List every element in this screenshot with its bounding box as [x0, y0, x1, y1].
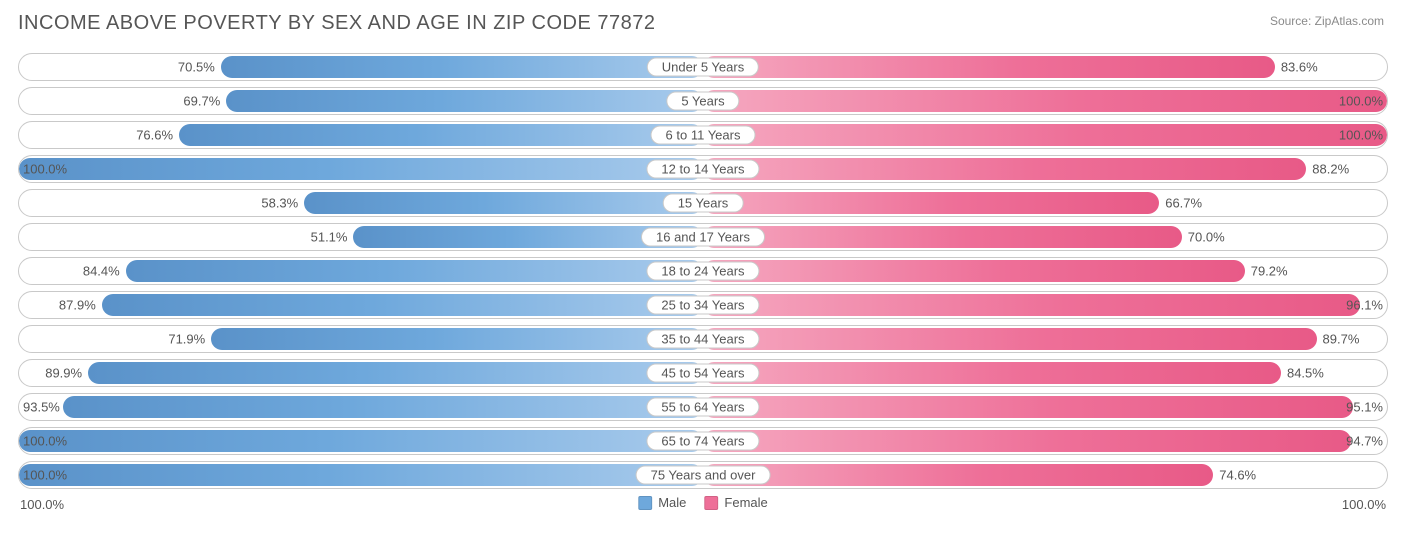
female-bar	[703, 124, 1387, 146]
chart-row: 93.5% 95.1% 55 to 64 Years	[18, 393, 1388, 421]
category-label: 55 to 64 Years	[646, 398, 759, 417]
male-bar	[102, 294, 703, 316]
female-value-label: 84.5%	[1287, 366, 1324, 381]
female-bar	[703, 56, 1275, 78]
axis-right-label: 100.0%	[1342, 497, 1386, 512]
female-value-label: 70.0%	[1188, 230, 1225, 245]
male-bar	[179, 124, 703, 146]
male-value-label: 84.4%	[83, 264, 120, 279]
category-label: 35 to 44 Years	[646, 330, 759, 349]
category-label: 16 and 17 Years	[641, 228, 765, 247]
axis-left-label: 100.0%	[20, 497, 64, 512]
chart-row: 58.3% 66.7% 15 Years	[18, 189, 1388, 217]
male-bar	[19, 158, 703, 180]
chart-row: 89.9% 84.5% 45 to 54 Years	[18, 359, 1388, 387]
female-bar	[703, 192, 1159, 214]
female-value-label: 83.6%	[1281, 60, 1318, 75]
female-bar	[703, 328, 1317, 350]
chart-row: 100.0% 94.7% 65 to 74 Years	[18, 427, 1388, 455]
chart-legend: Male Female	[638, 495, 768, 510]
category-label: 45 to 54 Years	[646, 364, 759, 383]
legend-label-male: Male	[658, 495, 686, 510]
female-bar	[703, 226, 1182, 248]
female-value-label: 66.7%	[1165, 196, 1202, 211]
male-bar	[226, 90, 703, 112]
male-value-label: 100.0%	[23, 434, 67, 449]
male-bar	[126, 260, 703, 282]
legend-swatch-female	[704, 496, 718, 510]
female-value-label: 89.7%	[1323, 332, 1360, 347]
female-bar	[703, 464, 1213, 486]
chart-row: 70.5% 83.6% Under 5 Years	[18, 53, 1388, 81]
female-bar	[703, 362, 1281, 384]
male-bar	[19, 430, 703, 452]
female-bar	[703, 430, 1351, 452]
chart-row: 76.6% 100.0% 6 to 11 Years	[18, 121, 1388, 149]
female-value-label: 79.2%	[1251, 264, 1288, 279]
male-value-label: 51.1%	[311, 230, 348, 245]
female-bar	[703, 158, 1306, 180]
male-value-label: 71.9%	[168, 332, 205, 347]
category-label: 18 to 24 Years	[646, 262, 759, 281]
male-value-label: 100.0%	[23, 468, 67, 483]
chart-row: 100.0% 88.2% 12 to 14 Years	[18, 155, 1388, 183]
legend-item-male: Male	[638, 495, 686, 510]
female-value-label: 95.1%	[1346, 400, 1383, 415]
legend-item-female: Female	[704, 495, 767, 510]
legend-label-female: Female	[724, 495, 767, 510]
male-bar	[19, 464, 703, 486]
male-bar	[211, 328, 703, 350]
chart-row: 69.7% 100.0% 5 Years	[18, 87, 1388, 115]
male-value-label: 69.7%	[183, 94, 220, 109]
female-bar	[703, 90, 1387, 112]
female-value-label: 100.0%	[1339, 94, 1383, 109]
female-value-label: 94.7%	[1346, 434, 1383, 449]
male-value-label: 87.9%	[59, 298, 96, 313]
female-value-label: 96.1%	[1346, 298, 1383, 313]
female-bar	[703, 260, 1245, 282]
chart-source: Source: ZipAtlas.com	[1270, 14, 1384, 28]
male-bar	[88, 362, 703, 384]
male-value-label: 89.9%	[45, 366, 82, 381]
category-label: 75 Years and over	[636, 466, 771, 485]
chart-axis: 100.0% Male Female 100.0%	[18, 495, 1388, 517]
female-value-label: 100.0%	[1339, 128, 1383, 143]
category-label: Under 5 Years	[647, 58, 759, 77]
male-value-label: 100.0%	[23, 162, 67, 177]
male-bar	[221, 56, 703, 78]
male-value-label: 70.5%	[178, 60, 215, 75]
diverging-bar-chart: 70.5% 83.6% Under 5 Years 69.7% 100.0% 5 Year…	[18, 53, 1388, 489]
male-bar	[304, 192, 703, 214]
category-label: 65 to 74 Years	[646, 432, 759, 451]
category-label: 15 Years	[663, 194, 744, 213]
male-value-label: 76.6%	[136, 128, 173, 143]
chart-row: 51.1% 70.0% 16 and 17 Years	[18, 223, 1388, 251]
category-label: 25 to 34 Years	[646, 296, 759, 315]
male-value-label: 58.3%	[261, 196, 298, 211]
female-value-label: 88.2%	[1312, 162, 1349, 177]
chart-title: INCOME ABOVE POVERTY BY SEX AND AGE IN Z…	[18, 12, 1388, 35]
female-bar	[703, 396, 1353, 418]
legend-swatch-male	[638, 496, 652, 510]
male-bar	[63, 396, 703, 418]
category-label: 5 Years	[666, 92, 739, 111]
female-bar	[703, 294, 1360, 316]
male-value-label: 93.5%	[23, 400, 60, 415]
chart-row: 100.0% 74.6% 75 Years and over	[18, 461, 1388, 489]
chart-row: 71.9% 89.7% 35 to 44 Years	[18, 325, 1388, 353]
category-label: 6 to 11 Years	[651, 126, 756, 145]
chart-row: 87.9% 96.1% 25 to 34 Years	[18, 291, 1388, 319]
category-label: 12 to 14 Years	[646, 160, 759, 179]
chart-row: 84.4% 79.2% 18 to 24 Years	[18, 257, 1388, 285]
female-value-label: 74.6%	[1219, 468, 1256, 483]
